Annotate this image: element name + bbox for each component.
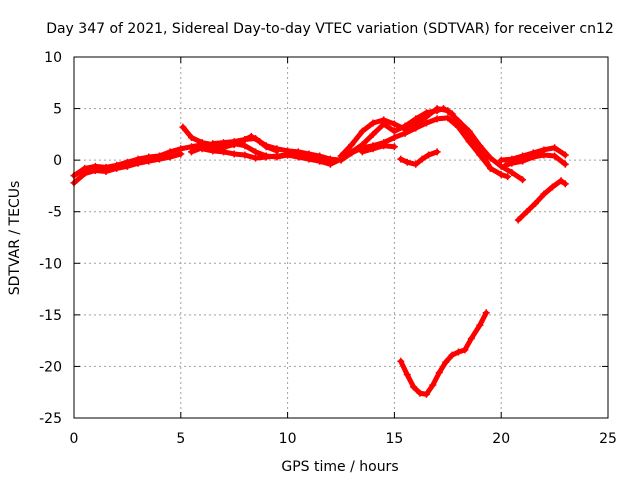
point-track-g-3 xyxy=(390,143,398,151)
x-tick-label-3: 15 xyxy=(385,431,403,447)
x-axis-label: GPS time / hours xyxy=(281,459,398,475)
band-track-e-27 xyxy=(477,147,494,171)
plot-frame xyxy=(73,56,609,419)
series-track-l xyxy=(397,309,490,398)
data-points xyxy=(70,105,569,398)
point-track-f-17 xyxy=(519,176,527,184)
band-track-f-12 xyxy=(466,128,483,149)
point-track-i-6 xyxy=(561,151,569,159)
band-track-l-12 xyxy=(477,310,489,328)
x-tick-label-2: 10 xyxy=(279,431,297,447)
y-tick-label-2: -15 xyxy=(39,308,62,324)
x-tick-label-4: 20 xyxy=(492,431,510,447)
chart-title: Day 347 of 2021, Sidereal Day-to-day VTE… xyxy=(46,21,614,37)
band-track-f-13 xyxy=(477,143,494,161)
gridlines xyxy=(74,57,608,418)
x-tick-label-5: 25 xyxy=(599,431,617,447)
series-track-k xyxy=(514,177,569,224)
series-track-i xyxy=(497,144,569,164)
band-track-f-1 xyxy=(349,128,365,148)
point-track-e-30 xyxy=(504,173,512,181)
point-track-l-13 xyxy=(482,309,490,317)
point-track-b-10 xyxy=(177,150,185,158)
y-tick-label-7: 10 xyxy=(44,50,62,66)
y-tick-label-1: -20 xyxy=(39,359,62,375)
y-tick-label-0: -25 xyxy=(39,411,62,427)
y-axis-ticks: -25 -20 -15 -10 -5 0 5 10 xyxy=(39,50,608,427)
point-track-k-6 xyxy=(561,180,569,188)
y-axis-label: SDTVAR / TECUs xyxy=(7,181,23,296)
point-track-j-6 xyxy=(561,160,569,168)
band-track-l-11 xyxy=(468,322,483,342)
band-track-d-26 xyxy=(455,124,472,145)
y-tick-label-6: 5 xyxy=(53,102,62,118)
series-track-g xyxy=(358,142,398,156)
band-track-j-5 xyxy=(552,153,568,167)
band-track-f-16 xyxy=(509,170,526,183)
y-tick-label-3: -10 xyxy=(39,256,62,272)
band-track-i-5 xyxy=(552,145,568,158)
x-tick-label-0: 0 xyxy=(70,431,79,447)
x-tick-label-1: 5 xyxy=(176,431,185,447)
series-track-h xyxy=(397,148,441,168)
y-tick-label-5: 0 xyxy=(53,153,62,169)
band-track-f-0 xyxy=(338,142,355,159)
point-track-h-5 xyxy=(433,148,441,156)
x-axis-ticks: 0 5 10 15 20 25 xyxy=(70,57,617,447)
series-track-j xyxy=(501,151,569,169)
band-track-d-27 xyxy=(466,139,483,158)
series-track-f xyxy=(337,105,527,184)
y-tick-label-4: -5 xyxy=(48,205,62,221)
